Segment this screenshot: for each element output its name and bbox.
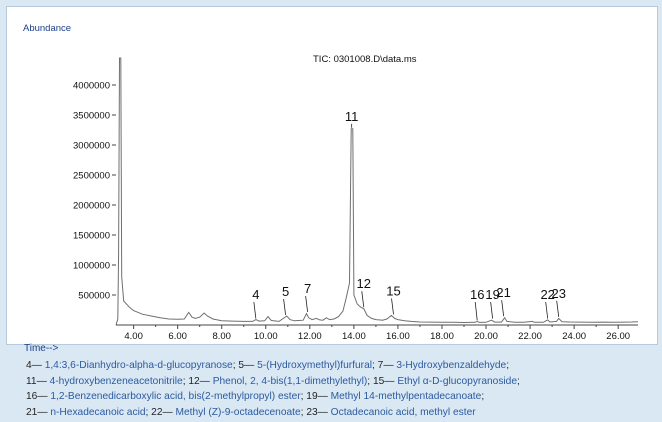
x-tick-label: 18.00: [430, 331, 454, 342]
legend-peak-number: 21—: [26, 406, 51, 418]
legend-peak-number: 4—: [26, 360, 45, 371]
legend-peak-number: ; 5—: [232, 360, 258, 371]
y-tick-label: 3500000: [73, 111, 110, 122]
legend-peak-number: ; 15—: [367, 375, 398, 387]
peak-pointer: [253, 301, 257, 319]
peak-pointer: [545, 301, 549, 319]
legend-compound-name: 1,4:3,6-Dianhydro-alpha-d-glucopyranose: [44, 360, 233, 371]
tic-trace: [115, 57, 639, 326]
x-tick-label: 10.00: [254, 331, 278, 342]
peak-label: 5: [282, 284, 289, 299]
chart-title: TIC: 0301008.D\data.ms: [313, 54, 417, 65]
legend-peak-number: ; 19—: [300, 391, 331, 403]
y-tick-label: 4000000: [73, 81, 110, 92]
legend-line: 21— n-Hexadecanoic acid; 22— Methyl (Z)-…: [26, 405, 656, 421]
x-tick-label: 22.00: [518, 331, 542, 342]
legend-compound-name: 5-(Hydroxymethyl)furfural: [257, 360, 372, 371]
peak-label: 19: [485, 287, 499, 302]
x-tick-label: 4.00: [124, 331, 143, 342]
peak-pointer: [391, 298, 394, 315]
legend-peak-number: 11—: [26, 375, 50, 387]
legend-compound-name: Methyl (Z)-9-octadecenoate: [175, 406, 301, 418]
x-tick-label: 16.00: [386, 331, 410, 342]
y-tick-label: 1500000: [73, 231, 110, 242]
legend-peak-number: ; 7—: [372, 360, 397, 371]
x-axis-label: Time-->: [24, 343, 59, 354]
legend-peak-number: ; 22—: [145, 406, 176, 418]
y-tick-label: 2500000: [73, 171, 110, 182]
legend-peak-number: ;: [481, 391, 485, 403]
y-tick-label: 2000000: [73, 201, 110, 212]
legend-peak-number: ;: [506, 360, 510, 371]
legend-peak-number: ;: [517, 375, 520, 387]
peak-pointer: [283, 298, 286, 316]
x-tick-label: 6.00: [168, 331, 187, 342]
peak-pointer: [474, 301, 478, 321]
peak-label: 15: [386, 283, 400, 298]
y-axis-label: Abundance: [23, 23, 71, 34]
peak-pointer: [556, 300, 560, 317]
peak-label: 11: [345, 109, 359, 124]
legend-compound-name: 4-hydroxybenzeneacetonitrile: [49, 375, 183, 387]
peak-label: 23: [551, 286, 565, 301]
x-tick-label: 8.00: [212, 331, 231, 342]
x-tick-label: 14.00: [342, 331, 366, 342]
peak-pointer: [501, 300, 505, 317]
peak-label: 12: [357, 276, 371, 291]
peak-pointer: [305, 295, 309, 313]
x-tick-label: 12.00: [298, 331, 322, 342]
legend-peak-number: 16—: [26, 391, 51, 403]
x-tick-label: 26.00: [606, 331, 630, 342]
legend-peak-number: ; 12—: [182, 375, 213, 387]
peak-pointer: [361, 291, 365, 308]
legend-compound-name: 3-Hydroxybenzaldehyde: [396, 360, 507, 371]
legend-compound-name: n-Hexadecanoic acid: [50, 406, 146, 418]
legend-line: 11— 4-hydroxybenzeneacetonitrile; 12— Ph…: [26, 374, 656, 390]
peak-label: 7: [304, 281, 311, 296]
legend-compound-name: 1,2-Benzenedicarboxylic acid, bis(2-meth…: [50, 391, 301, 403]
y-tick-label: 1000000: [73, 261, 110, 272]
compound-legend: 4— 1,4:3,6-Dianhydro-alpha-d-glucopyrano…: [26, 358, 656, 420]
legend-compound-name: Octadecanoic acid, methyl ester: [330, 406, 476, 418]
x-tick-label: 20.00: [474, 331, 498, 342]
legend-compound-name: Ethyl α-D-glucopyranoside: [397, 375, 518, 387]
peak-label: 21: [496, 285, 510, 300]
y-tick-label: 3000000: [73, 141, 110, 152]
legend-line: 16— 1,2-Benzenedicarboxylic acid, bis(2-…: [26, 389, 656, 405]
legend-compound-name: Methyl 14-methylpentadecanoate: [330, 391, 482, 403]
peak-label: 16: [470, 287, 484, 302]
legend-peak-number: ; 23—: [300, 406, 331, 418]
x-tick-label: 24.00: [562, 331, 586, 342]
peak-label: 22: [540, 287, 554, 302]
peak-label: 4: [252, 287, 259, 302]
y-tick-label: 500000: [78, 291, 110, 302]
peak-pointer: [490, 301, 494, 319]
legend-line: 4— 1,4:3,6-Dianhydro-alpha-d-glucopyrano…: [26, 358, 656, 374]
legend-compound-name: Phenol, 2, 4-bis(1,1-dimethylethyl): [212, 375, 368, 387]
